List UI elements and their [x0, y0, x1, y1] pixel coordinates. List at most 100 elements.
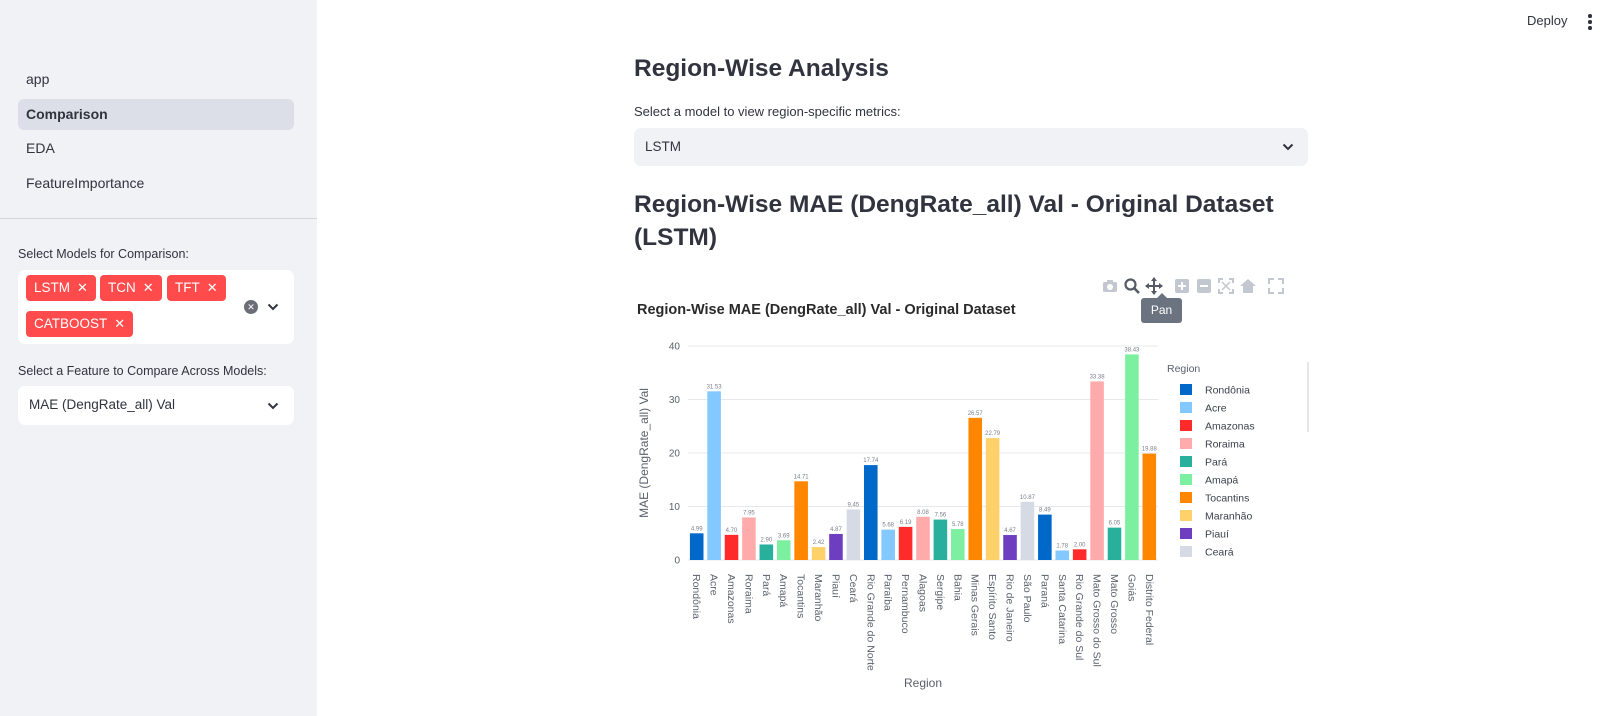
model-tag-label: CATBOOST	[34, 316, 108, 331]
x-tick-label: Rio Grande do Norte	[864, 574, 876, 671]
model-tag-label: LSTM	[34, 280, 71, 295]
data-label: 31.53	[707, 384, 723, 390]
legend[interactable]: Region Rondônia Acre Amazonas Roraima Pará Ama…	[1167, 363, 1255, 559]
main-menu-icon[interactable]	[1588, 14, 1592, 30]
model-tag-label: TFT	[175, 280, 200, 295]
legend-swatch[interactable]	[1180, 492, 1192, 503]
x-tick-label: Tocantins	[795, 574, 807, 618]
legend-swatch[interactable]	[1180, 438, 1192, 449]
bar	[811, 547, 826, 560]
bar	[1038, 514, 1052, 560]
legend-item-label[interactable]: Ceará	[1205, 547, 1234, 559]
x-tick-label: Goiás	[1125, 574, 1137, 601]
bar	[1125, 354, 1139, 560]
camera-icon[interactable]	[1100, 276, 1120, 296]
fullscreen-icon[interactable]	[1266, 276, 1286, 296]
y-tick-label: 0	[674, 556, 680, 567]
model-tag: TFT ✕	[167, 275, 226, 301]
x-tick-label: Roraima	[742, 574, 754, 614]
data-label: 2.42	[813, 540, 825, 546]
legend-item-label[interactable]: Amapá	[1205, 475, 1238, 487]
x-tick-label: Amazonas	[725, 574, 737, 624]
legend-swatch[interactable]	[1180, 546, 1192, 557]
autoscale-icon[interactable]	[1216, 276, 1236, 296]
x-tick-label: Distrito Federal	[1143, 574, 1155, 645]
x-tick-label: Amapá	[777, 574, 789, 607]
legend-swatch[interactable]	[1180, 402, 1192, 413]
legend-swatch[interactable]	[1180, 474, 1192, 485]
x-tick-label: Rio de Janeiro	[1004, 574, 1016, 642]
legend-item-label[interactable]: Piauí	[1205, 529, 1229, 541]
data-label: 26.57	[968, 411, 984, 417]
home-icon[interactable]	[1238, 276, 1258, 296]
chart-heading: Region-Wise MAE (DengRate_all) Val - Ori…	[634, 191, 1274, 251]
zoom-in-icon[interactable]	[1172, 276, 1192, 296]
remove-tag-icon[interactable]: ✕	[77, 280, 88, 295]
legend-swatch[interactable]	[1180, 510, 1192, 521]
x-tick-label: Ceará	[847, 574, 859, 603]
data-label: 8.49	[1039, 508, 1051, 514]
legend-item-label[interactable]: Pará	[1205, 457, 1227, 469]
bar	[916, 516, 930, 560]
bar	[933, 519, 948, 560]
data-label: 4.70	[726, 528, 738, 534]
clear-all-icon[interactable]: ✕	[244, 300, 258, 314]
y-tick-label: 20	[669, 449, 681, 460]
legend-swatch[interactable]	[1180, 420, 1192, 431]
x-tick-label: Rio Grande do Sul	[1073, 574, 1085, 660]
x-tick-label: Espírito Santo	[986, 574, 998, 640]
data-label: 1.78	[1056, 543, 1068, 549]
bar-chart[interactable]: 0 10 20 30 40 4.99 Rondônia 31.53 Acre 4.70 Amazon…	[630, 340, 1310, 710]
bar	[951, 529, 965, 560]
model-tag: CATBOOST ✕	[26, 311, 134, 337]
pan-icon[interactable]	[1144, 276, 1164, 296]
legend-item-label[interactable]: Tocantins	[1205, 493, 1249, 505]
x-tick-label: São Paulo	[1021, 574, 1033, 623]
nav-item-featureimportance[interactable]: FeatureImportance	[26, 174, 145, 191]
legend-item-label[interactable]: Maranhão	[1205, 511, 1252, 523]
data-label: 4.67	[1004, 528, 1016, 534]
deploy-button[interactable]: Deploy	[1527, 13, 1568, 28]
x-tick-label: Sergipe	[934, 574, 946, 610]
y-tick-label: 10	[669, 502, 681, 513]
feature-select[interactable]: MAE (DengRate_all) Val	[18, 386, 294, 425]
nav-item-comparison[interactable]: Comparison	[18, 98, 294, 130]
bar	[863, 465, 878, 560]
legend-item-label[interactable]: Amazonas	[1205, 421, 1255, 433]
model-select[interactable]: LSTM	[634, 128, 1308, 166]
chevron-down-icon[interactable]	[267, 303, 279, 311]
legend-item-label[interactable]: Acre	[1205, 403, 1227, 415]
x-tick-label: Piauí	[829, 574, 841, 598]
bar	[742, 517, 756, 560]
data-label: 10.87	[1020, 495, 1036, 501]
chevron-down-icon	[267, 402, 279, 410]
x-tick-label: Pernambuco	[899, 574, 911, 634]
legend-swatch[interactable]	[1180, 528, 1192, 539]
zoom-icon[interactable]	[1122, 276, 1142, 296]
models-multiselect[interactable]: LSTM ✕ TCN ✕ TFT ✕ CATBOOST ✕ ✕	[18, 270, 294, 344]
data-label: 19.88	[1142, 447, 1158, 453]
data-label: 5.68	[882, 523, 894, 529]
bar	[1090, 381, 1104, 560]
data-label: 6.19	[900, 520, 912, 526]
x-axis-title: Region	[904, 676, 942, 690]
legend-item-label[interactable]: Roraima	[1205, 439, 1245, 451]
legend-item-label[interactable]: Rondônia	[1205, 385, 1250, 397]
x-tick-label: Santa Catarina	[1056, 574, 1068, 644]
remove-tag-icon[interactable]: ✕	[114, 316, 126, 331]
remove-tag-icon[interactable]: ✕	[142, 280, 154, 295]
zoom-out-icon[interactable]	[1194, 276, 1214, 296]
sidebar-nav: app Comparison EDA FeatureImportance	[18, 64, 294, 202]
y-axis-title: MAE (DengRate_all) Val	[637, 388, 651, 518]
chevron-down-icon	[1282, 143, 1294, 151]
nav-item-eda[interactable]: EDA	[26, 140, 55, 156]
nav-item-app[interactable]: app	[26, 71, 50, 87]
data-label: 17.74	[863, 458, 879, 464]
legend-swatch[interactable]	[1180, 456, 1192, 467]
x-tick-label: Pará	[760, 574, 772, 596]
models-label: Select Models for Comparison:	[18, 247, 189, 261]
model-tag: LSTM ✕	[26, 275, 96, 301]
bar	[1072, 549, 1087, 560]
legend-swatch[interactable]	[1180, 384, 1192, 395]
remove-tag-icon[interactable]: ✕	[206, 280, 218, 295]
